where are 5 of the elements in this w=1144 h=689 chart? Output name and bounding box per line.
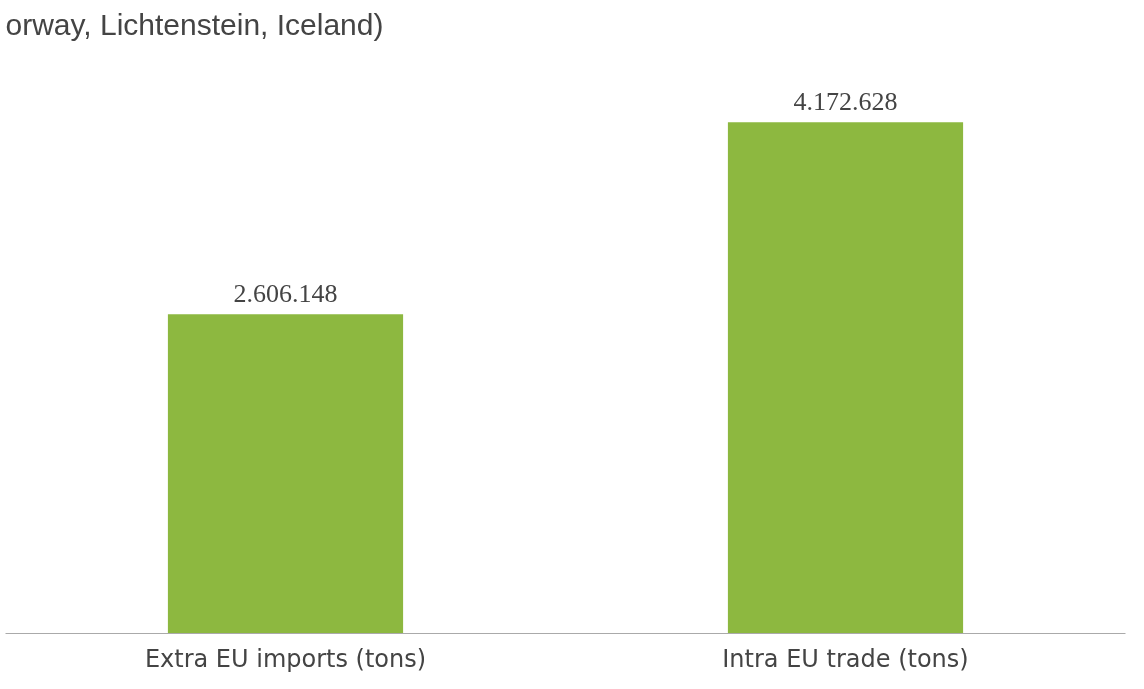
data-label: 2.606.148 [233, 279, 338, 309]
data-label: 4.172.628 [793, 87, 898, 117]
chart-title: orway, Lichtenstein, Iceland) [5, 7, 384, 41]
x-tick-label: Extra EU imports (tons) [144, 644, 427, 673]
x-tick-label: Intra EU trade (tons) [722, 644, 969, 673]
